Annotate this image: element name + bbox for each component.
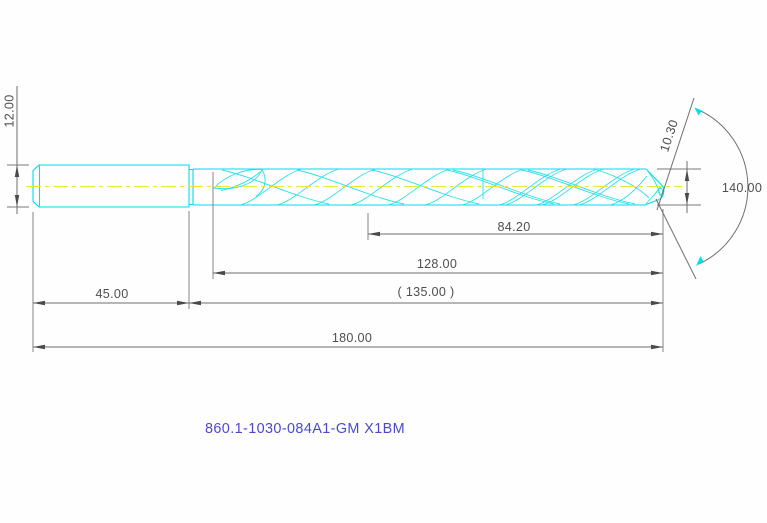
dimensions: 12.00 84.20 128.00 45.00 bbox=[3, 86, 762, 352]
angle-arc-arrowhead-top bbox=[694, 107, 702, 116]
dim-shank-diameter: 12.00 bbox=[3, 86, 29, 214]
dim-text-12: 12.00 bbox=[3, 94, 17, 127]
angle-arc-arrowhead-bottom bbox=[696, 256, 704, 266]
dim-overall-length: 180.00 bbox=[33, 331, 663, 350]
dim-drill-diameter: 10.30 bbox=[657, 118, 701, 213]
dim-text-18000: 180.00 bbox=[332, 331, 372, 345]
dim-text-12800: 128.00 bbox=[417, 257, 457, 271]
dim-text-4500: 45.00 bbox=[95, 287, 128, 301]
dim-step-length: 84.20 bbox=[368, 220, 663, 237]
part-number-label: 860.1-1030-084A1-GM X1BM bbox=[205, 421, 405, 437]
dim-text-14000: 140.00 bbox=[722, 181, 762, 195]
dim-shank-length: 45.00 bbox=[33, 287, 189, 306]
dim-flute-length: 128.00 bbox=[213, 257, 663, 276]
flute-start-detail bbox=[213, 169, 266, 197]
dim-text-8420: 84.20 bbox=[497, 220, 530, 234]
shank-outline bbox=[32, 164, 190, 208]
dim-point-angle: 140.00 bbox=[655, 97, 762, 280]
dim-text-13500: ( 135.00 ) bbox=[398, 285, 455, 299]
dim-reference-length: ( 135.00 ) bbox=[189, 285, 663, 306]
